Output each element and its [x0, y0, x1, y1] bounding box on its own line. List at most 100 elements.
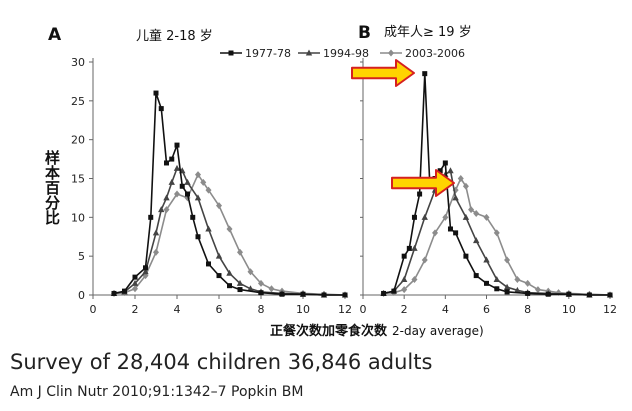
data-point [142, 268, 149, 275]
data-point [216, 202, 222, 210]
data-point [545, 291, 551, 297]
x-tick-label: 6 [483, 303, 490, 316]
data-point [215, 252, 223, 259]
data-point [400, 275, 408, 282]
data-point [463, 253, 469, 259]
x-tick-label: 6 [216, 303, 223, 316]
data-point [473, 237, 480, 244]
legend-marker [228, 50, 234, 56]
legend-label: 1994-98 [323, 47, 369, 60]
data-point [442, 160, 448, 166]
highlight-arrow [391, 169, 455, 197]
data-point [190, 214, 196, 220]
data-point [226, 269, 233, 276]
data-point [422, 71, 428, 77]
x-tick-label: 4 [174, 303, 181, 316]
data-point [391, 288, 397, 294]
data-point [447, 226, 453, 232]
data-point [493, 275, 500, 282]
data-point [158, 106, 164, 112]
y-tick-label: 25 [71, 95, 85, 108]
data-point [321, 292, 327, 298]
data-point [457, 175, 464, 182]
data-point [494, 286, 500, 292]
data-point [300, 291, 306, 297]
data-point [227, 283, 232, 289]
data-point [462, 213, 470, 220]
highlight-arrows [351, 59, 455, 197]
data-point [514, 275, 521, 283]
x-axis-label-main: 正餐次数加零食次数 [270, 323, 388, 339]
data-point [237, 248, 243, 256]
data-point [417, 191, 423, 197]
data-point [504, 256, 511, 264]
x-axis-label: 正餐次数加零食次数 2-day average) [270, 323, 484, 339]
data-point [401, 253, 407, 259]
data-point [483, 213, 490, 221]
caption: Survey of 28,404 children 36,846 adults [10, 350, 433, 374]
data-point [148, 214, 154, 220]
data-point [586, 292, 592, 298]
data-point [421, 256, 428, 264]
data-point [406, 245, 412, 251]
data-point [226, 225, 233, 233]
data-point [421, 213, 428, 220]
y-tick-label: 5 [78, 250, 85, 263]
data-point [247, 285, 254, 292]
legend-label: 2003-2006 [405, 47, 465, 60]
panel-b-title: 成年人≥ 19 岁 [384, 25, 472, 40]
data-point [158, 206, 165, 213]
data-point [484, 280, 489, 286]
data-point [401, 286, 408, 294]
x-tick-label: 12 [338, 303, 352, 316]
data-point [258, 279, 264, 287]
data-point [185, 191, 190, 197]
data-point [173, 164, 181, 171]
data-point [452, 194, 459, 201]
panel-a-title: 儿童 2-18 岁 [136, 28, 213, 44]
data-point [503, 283, 511, 290]
x-tick-label: 8 [258, 303, 265, 316]
data-point [205, 186, 212, 194]
data-point [247, 268, 254, 276]
y-tick-label: 30 [71, 56, 85, 69]
data-point [534, 286, 541, 294]
legend-marker [305, 49, 313, 56]
data-point [236, 279, 244, 286]
data-point [174, 190, 180, 198]
panel-a-letter: A [48, 25, 62, 45]
legend: 1977-78 1994-98 2003-2006 [220, 47, 465, 60]
y-tick-label: 10 [71, 211, 85, 224]
data-point [237, 287, 243, 293]
data-point [132, 274, 138, 280]
data-point [179, 183, 185, 189]
data-point [195, 171, 201, 179]
x-tick-label: 2 [132, 303, 139, 316]
data-point [514, 286, 521, 293]
data-point [411, 214, 417, 220]
data-point [122, 288, 127, 294]
x-tick-label: 8 [524, 303, 531, 316]
x-tick-label: 0 [90, 303, 97, 316]
data-point [483, 256, 490, 263]
data-point [111, 290, 117, 296]
data-point [462, 182, 469, 190]
y-axis-label: 样本百分比 [43, 149, 61, 226]
legend-marker [388, 49, 394, 57]
data-point [442, 213, 449, 221]
highlight-arrow [351, 59, 415, 87]
data-point [342, 292, 348, 298]
y-tick-label: 0 [78, 289, 85, 302]
reference: Am J Clin Nutr 2010;91:1342–7 Popkin BM [10, 384, 304, 400]
data-point [168, 178, 175, 185]
data-point [504, 289, 510, 295]
data-point [131, 279, 139, 286]
data-point [279, 291, 285, 297]
data-point [525, 290, 531, 296]
figure: A 儿童 2-18 岁 B 成年人≥ 19 岁 样本百分比 正餐次数加零食次数 … [43, 23, 617, 339]
data-point [432, 229, 439, 237]
data-point [152, 229, 160, 236]
x-tick-label: 10 [296, 303, 310, 316]
x-tick-label: 0 [360, 303, 367, 316]
x-tick-label: 4 [442, 303, 449, 316]
